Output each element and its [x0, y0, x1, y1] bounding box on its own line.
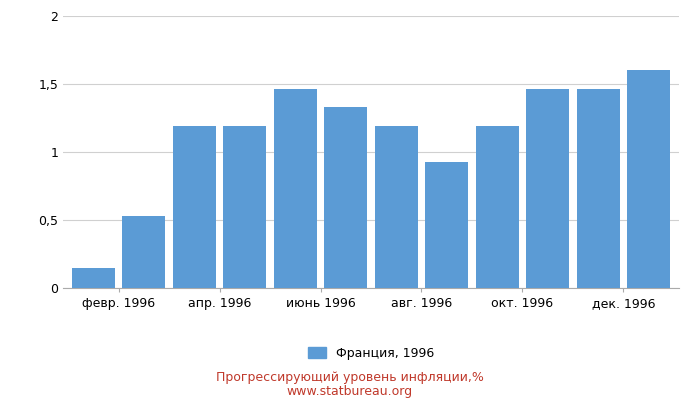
Bar [324, 107, 368, 288]
Bar [223, 126, 266, 288]
Bar [426, 162, 468, 288]
Legend: Франция, 1996: Франция, 1996 [301, 340, 441, 366]
Bar [173, 126, 216, 288]
Bar [72, 268, 115, 288]
Bar [274, 90, 316, 288]
Bar [476, 126, 519, 288]
Text: www.statbureau.org: www.statbureau.org [287, 386, 413, 398]
Bar [122, 216, 165, 288]
Bar [627, 70, 670, 288]
Text: Прогрессирующий уровень инфляции,%: Прогрессирующий уровень инфляции,% [216, 372, 484, 384]
Bar [374, 126, 418, 288]
Bar [577, 90, 620, 288]
Bar [526, 90, 569, 288]
